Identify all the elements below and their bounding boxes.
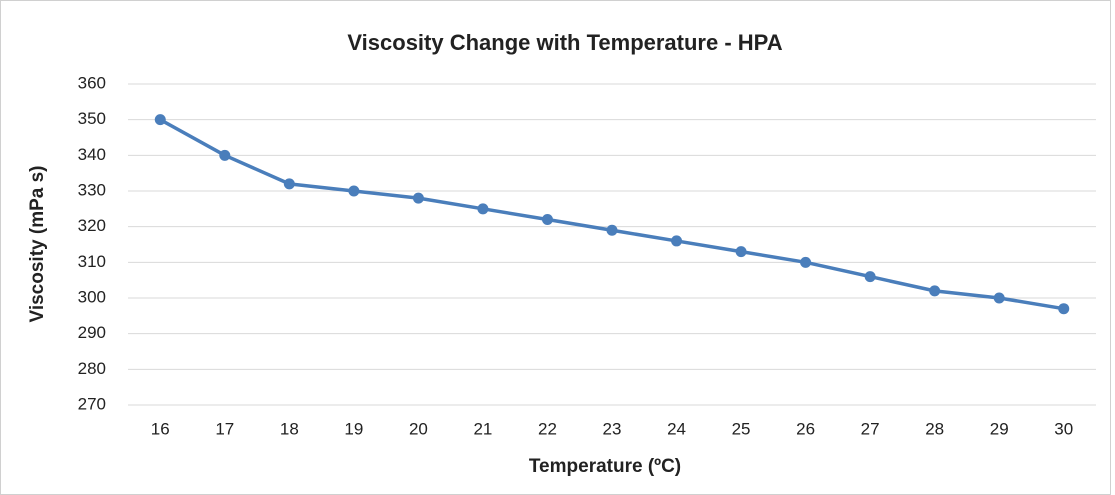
data-point (283, 178, 295, 190)
x-tick-label: 24 (667, 419, 686, 438)
x-tick-label: 21 (473, 419, 492, 438)
x-tick-label: 22 (538, 419, 557, 438)
data-point (864, 271, 876, 283)
x-tick-label: 16 (151, 419, 170, 438)
y-tick-label: 280 (78, 359, 106, 378)
x-tick-label: 26 (796, 419, 815, 438)
y-tick-label: 340 (78, 145, 106, 164)
y-tick-label: 350 (78, 109, 106, 128)
y-tick-label: 320 (78, 216, 106, 235)
data-point (735, 246, 747, 258)
y-tick-label: 310 (78, 252, 106, 271)
data-point (606, 224, 618, 236)
y-tick-label: 300 (78, 287, 106, 306)
x-tick-label: 20 (409, 419, 428, 438)
x-tick-label: 25 (732, 419, 751, 438)
data-point (154, 114, 166, 126)
y-tick-label: 290 (78, 323, 106, 342)
y-tick-label: 360 (78, 73, 106, 92)
x-tick-label: 29 (990, 419, 1009, 438)
data-point (929, 285, 941, 297)
y-axis-label: Viscosity (mPa s) (27, 165, 48, 322)
x-tick-label: 27 (861, 419, 880, 438)
data-point (219, 149, 231, 161)
data-point (348, 185, 360, 197)
x-tick-label: 18 (280, 419, 299, 438)
data-point (993, 292, 1005, 304)
data-point (800, 256, 812, 268)
x-tick-label: 30 (1054, 419, 1073, 438)
data-point (671, 235, 683, 247)
data-point (477, 203, 489, 215)
x-axis-label: Temperature (ºC) (529, 456, 681, 477)
chart-title: Viscosity Change with Temperature - HPA (347, 30, 782, 55)
data-point (541, 214, 553, 226)
y-tick-label: 270 (78, 394, 106, 413)
x-tick-label: 17 (215, 419, 234, 438)
data-point (412, 192, 424, 204)
x-tick-label: 19 (344, 419, 363, 438)
y-tick-label: 330 (78, 180, 106, 199)
x-tick-label: 23 (603, 419, 622, 438)
data-point (1058, 303, 1070, 315)
x-tick-label: 28 (925, 419, 944, 438)
